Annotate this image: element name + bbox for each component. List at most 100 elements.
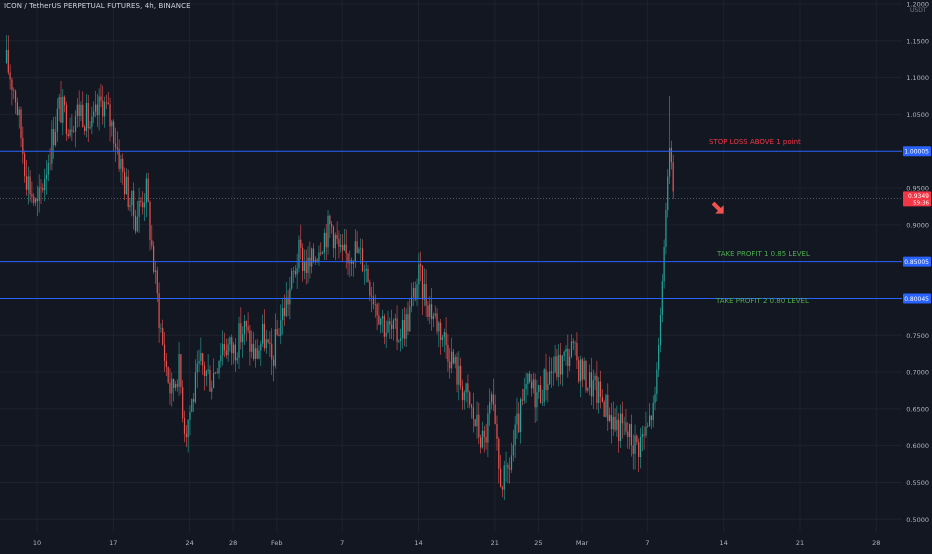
candle-body [58,96,60,109]
candle-body [294,270,296,275]
candle-body [269,342,271,344]
candle-body [387,321,389,333]
candle-body [469,392,471,405]
x-tick-label: 21 [491,539,499,547]
candle-body [650,415,652,420]
x-tick-label: 21 [796,539,804,547]
price-level-label-bg [903,293,931,304]
candle-body [545,369,547,391]
candle-body [103,102,106,117]
candle-body [347,253,349,264]
candle-body [258,350,260,359]
candle-body [191,399,193,412]
candle-body [429,304,431,317]
candle-body [67,133,69,136]
candle-body [592,380,594,397]
candle-body [182,387,184,419]
candle-body [318,252,320,262]
candle-body [40,187,42,189]
x-tick-label: 14 [414,539,422,547]
candle-body [472,407,474,420]
candle-body [363,270,365,272]
candle-body [558,354,560,378]
candle-body [45,174,48,180]
candle-body [380,318,382,325]
candle-body [291,270,293,289]
candle-body [238,323,240,358]
candle-body [480,437,482,448]
candle-body [501,487,504,490]
candle-body [432,315,434,320]
candle-body [13,90,15,91]
candle-body [358,248,360,253]
candle-body [205,371,207,377]
candle-body [7,49,9,73]
candle-body [596,375,598,403]
candle-body [29,176,31,195]
candle-body [167,366,169,383]
candle-body [529,373,531,382]
candle-body [505,465,507,466]
candle-body [82,104,84,128]
candle-body [158,293,160,329]
candle-body [334,234,336,249]
candle-body [222,343,224,356]
candle-body [478,414,480,438]
candle-body [594,375,596,381]
candle-body [149,201,151,240]
candle-body [336,234,338,240]
x-tick-label: Mar [576,539,589,547]
candle-body [20,109,22,139]
candle-body [123,172,126,195]
candle-body [189,411,191,420]
candle-body [392,320,395,329]
candle-body [440,322,442,340]
candle-body [605,394,607,417]
candle-body [71,129,73,132]
candle-body [151,239,153,246]
price-level-label-bg [903,146,931,157]
candle-body [412,287,415,297]
price-level-label: 1.00005 [904,149,929,156]
candle-body [212,372,215,388]
candle-body [503,465,505,490]
currency-unit-label: USDT [910,7,927,14]
candle-body [289,288,291,305]
candle-body [165,360,167,367]
candle-body [616,419,618,430]
candle-body [614,416,616,430]
candle-body [98,96,100,116]
candle-body [636,435,638,443]
candle-body [385,332,387,337]
candle-body [252,343,255,359]
candle-body [178,354,180,387]
candle-body [24,153,26,177]
candle-body [312,248,315,262]
candle-body [441,336,444,340]
candle-body [648,415,651,426]
candle-body [410,296,413,307]
candle-body [218,361,220,374]
candle-body [171,378,173,394]
candle-body [414,287,416,300]
candle-body [372,296,375,305]
x-tick-label: 14 [720,539,728,547]
x-tick-label: 7 [340,539,344,547]
candle-body [129,205,131,207]
candle-body [87,102,89,129]
candle-body [265,339,267,349]
candle-body [332,226,335,249]
candle-body [425,284,427,306]
candle-body [60,96,62,123]
candle-body [65,105,68,134]
candle-body [396,318,398,342]
candle-body [80,104,82,117]
candle-body [409,306,411,332]
candle-body [360,248,362,249]
y-tick-label: 0.9000 [906,221,929,229]
candle-body [405,314,407,339]
candle-body [223,343,226,351]
y-tick-label: 1.0500 [906,111,929,119]
candle-body [22,138,24,154]
